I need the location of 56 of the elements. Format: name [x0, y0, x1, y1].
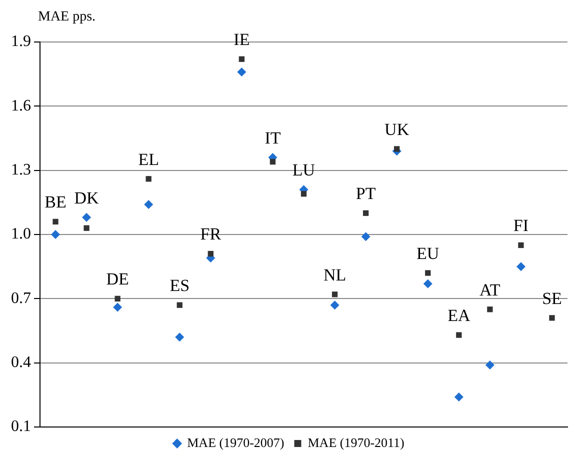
y-tick-label: 0.4 [11, 354, 31, 372]
point [516, 262, 526, 272]
point [208, 250, 214, 257]
x-tick-label: BE [44, 192, 66, 212]
point [238, 56, 245, 62]
y-tick-label: 1.6 [11, 97, 31, 114]
point [361, 232, 370, 242]
point [52, 218, 58, 224]
point [332, 292, 338, 298]
x-tick-label: AT [480, 280, 501, 300]
x-tick-label: IE [234, 30, 250, 50]
x-tick-label: ES [170, 276, 190, 296]
x-tick-label: LU [292, 160, 316, 180]
x-tick-label: EL [138, 150, 159, 169]
point [113, 302, 122, 312]
legend-label: MAE (1970-2007) [187, 434, 284, 450]
x-tick-label: DK [74, 188, 100, 208]
point [330, 300, 340, 310]
point [425, 270, 431, 276]
point [362, 210, 369, 216]
point [485, 360, 494, 370]
point [394, 146, 400, 152]
point [270, 158, 276, 165]
x-tick-label: UK [384, 120, 410, 139]
y-axis-title: MAE pps. [38, 10, 96, 25]
y-tick-label: 0.1 [11, 418, 31, 436]
y-tick-label: 0.7 [11, 290, 31, 307]
point [300, 191, 307, 197]
point [175, 332, 184, 342]
point [84, 225, 90, 231]
y-tick-label: 1.3 [11, 162, 31, 179]
point [176, 302, 182, 308]
legend-label: MAE (1970-2011) [308, 434, 404, 450]
x-tick-label: SE [542, 288, 562, 308]
point [454, 392, 464, 402]
x-tick-label: DE [106, 270, 129, 289]
point [82, 212, 92, 222]
x-tick-label: IT [264, 128, 282, 148]
point [237, 67, 246, 76]
point [144, 200, 154, 210]
point [549, 315, 555, 321]
point [146, 176, 152, 182]
point [423, 279, 432, 288]
point [51, 230, 60, 239]
x-tick-label: FR [200, 224, 222, 244]
point [487, 306, 493, 312]
y-tick-label: 1.0 [11, 226, 31, 243]
x-tick-label: EA [448, 306, 471, 325]
x-tick-label: PT [356, 184, 376, 204]
point [518, 242, 524, 248]
y-tick-label: 1.9 [11, 33, 31, 50]
point [114, 296, 120, 302]
x-tick-label: FI [513, 216, 529, 236]
x-tick-label: NL [323, 265, 346, 284]
point [456, 332, 462, 338]
x-tick-label: EU [416, 244, 440, 263]
